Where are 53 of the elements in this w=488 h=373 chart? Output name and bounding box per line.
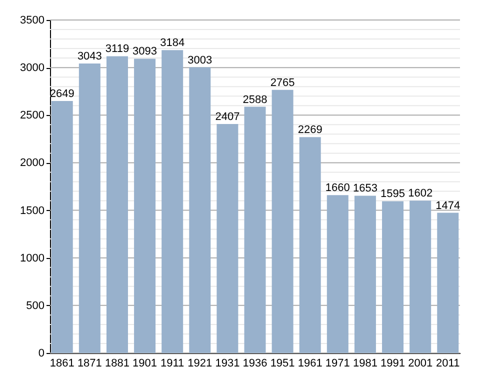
y-tick-label: 3500 bbox=[20, 14, 44, 26]
bar bbox=[299, 137, 321, 353]
bar bbox=[106, 56, 128, 353]
y-tick-label: 3000 bbox=[20, 62, 44, 74]
bar bbox=[410, 200, 432, 353]
x-tick-label: 1861 bbox=[50, 358, 74, 370]
x-tick-label: 1931 bbox=[215, 358, 240, 370]
data-label: 3184 bbox=[160, 37, 185, 50]
x-tick-label: 1901 bbox=[132, 358, 158, 370]
data-label: 3043 bbox=[77, 50, 102, 62]
bar bbox=[51, 100, 73, 353]
bar bbox=[134, 58, 156, 353]
data-label: 2269 bbox=[298, 124, 322, 136]
data-label: 3119 bbox=[105, 43, 130, 56]
x-tick-label: 1921 bbox=[188, 358, 212, 370]
bar bbox=[216, 124, 238, 353]
data-label: 1474 bbox=[436, 200, 460, 212]
bar bbox=[382, 201, 404, 353]
data-label: 3003 bbox=[188, 54, 212, 66]
bar bbox=[189, 67, 211, 353]
data-label: 1660 bbox=[325, 182, 350, 194]
data-label: 1595 bbox=[380, 188, 406, 200]
data-label: 1602 bbox=[408, 188, 433, 200]
data-label: 2407 bbox=[215, 110, 240, 123]
x-tick-label: 2001 bbox=[408, 358, 433, 370]
bar bbox=[272, 90, 294, 353]
y-tick-label: 500 bbox=[26, 300, 44, 312]
bar bbox=[162, 50, 184, 353]
data-label: 3093 bbox=[132, 46, 158, 58]
y-tick-label: 0 bbox=[38, 348, 44, 360]
data-label: 1653 bbox=[352, 182, 378, 195]
x-tick-label: 1951 bbox=[270, 358, 295, 370]
y-tick-label: 1000 bbox=[20, 252, 44, 264]
x-tick-label: 1971 bbox=[325, 358, 350, 370]
bar bbox=[354, 196, 376, 353]
x-tick-label: 1881 bbox=[104, 358, 130, 370]
bar bbox=[244, 106, 266, 353]
x-tick-label: 1871 bbox=[77, 358, 102, 370]
x-tick-label: 1991 bbox=[380, 358, 406, 370]
data-label: 2765 bbox=[270, 76, 295, 89]
y-tick-label: 2500 bbox=[20, 110, 44, 122]
x-tick-label: 1936 bbox=[242, 358, 268, 370]
y-tick-label: 2000 bbox=[20, 157, 44, 170]
data-label: 2588 bbox=[242, 94, 268, 106]
x-tick-label: 1911 bbox=[160, 358, 184, 370]
bar bbox=[326, 195, 348, 353]
x-tick-label: 1981 bbox=[352, 358, 378, 370]
bar bbox=[78, 63, 100, 353]
bar bbox=[437, 212, 459, 353]
x-tick-label: 2011 bbox=[436, 358, 460, 370]
data-label: 2649 bbox=[50, 88, 74, 100]
y-tick-label: 1500 bbox=[20, 204, 44, 217]
x-tick-label: 1961 bbox=[298, 358, 322, 370]
